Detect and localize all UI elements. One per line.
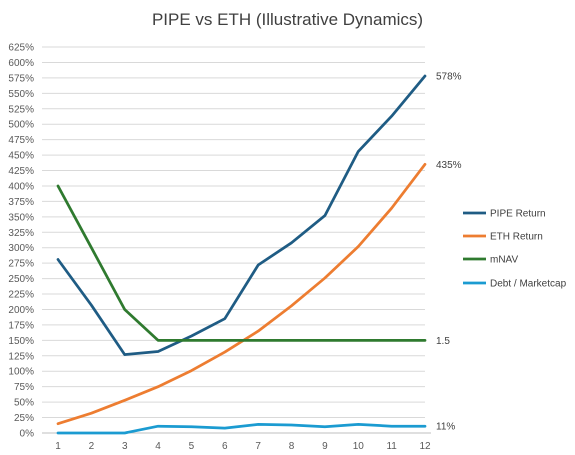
x-tick-label: 12 <box>419 441 431 452</box>
x-tick-label: 5 <box>189 441 195 452</box>
x-tick-label: 6 <box>222 441 228 452</box>
y-tick-label: 150% <box>8 336 34 347</box>
chart-title: PIPE vs ETH (Illustrative Dynamics) <box>151 10 424 29</box>
series-line-4 <box>56 423 427 435</box>
end-data-label: 11% <box>436 422 455 433</box>
y-tick-label: 175% <box>8 320 34 331</box>
x-tick-label: 4 <box>155 441 161 452</box>
x-tick-label: 3 <box>122 441 128 452</box>
y-tick-label: 225% <box>8 290 34 301</box>
y-tick-label: 275% <box>8 259 34 270</box>
y-tick-label: 550% <box>8 89 34 100</box>
y-tick-label: 75% <box>14 382 34 393</box>
y-tick-label: 200% <box>8 305 34 316</box>
legend-label: ETH Return <box>490 232 543 243</box>
y-tick-label: 25% <box>14 413 34 424</box>
x-tick-label: 1 <box>55 441 61 452</box>
series-line-3 <box>56 184 427 342</box>
y-tick-label: 600% <box>8 58 34 69</box>
y-tick-label: 400% <box>8 181 34 192</box>
y-tick-label: 325% <box>8 228 34 239</box>
y-tick-label: 450% <box>8 151 34 162</box>
y-tick-label: 250% <box>8 274 34 285</box>
y-tick-label: 500% <box>8 120 34 131</box>
y-tick-label: 375% <box>8 197 34 208</box>
x-tick-label: 9 <box>322 441 328 452</box>
end-data-label: 1.5 <box>436 336 450 347</box>
y-tick-label: 50% <box>14 398 34 409</box>
end-data-label: 435% <box>436 160 462 171</box>
y-tick-label: 525% <box>8 104 34 115</box>
y-tick-label: 575% <box>8 73 34 84</box>
y-tick-label: 300% <box>8 243 34 254</box>
legend-label: mNAV <box>490 255 518 266</box>
end-data-label: 578% <box>436 72 462 83</box>
y-tick-label: 125% <box>8 351 34 362</box>
legend-label: Debt / Marketcap <box>490 279 567 290</box>
legend-label: PIPE Return <box>490 209 546 220</box>
y-tick-label: 425% <box>8 166 34 177</box>
series-line-1 <box>56 74 427 356</box>
x-tick-label: 10 <box>353 441 365 452</box>
y-tick-label: 0% <box>20 429 35 440</box>
y-tick-label: 625% <box>8 43 34 54</box>
y-tick-label: 350% <box>8 212 34 223</box>
x-tick-label: 8 <box>289 441 295 452</box>
x-tick-label: 7 <box>255 441 261 452</box>
y-tick-label: 100% <box>8 367 34 378</box>
x-tick-label: 11 <box>386 441 397 452</box>
y-tick-label: 475% <box>8 135 34 146</box>
x-tick-label: 2 <box>89 441 95 452</box>
